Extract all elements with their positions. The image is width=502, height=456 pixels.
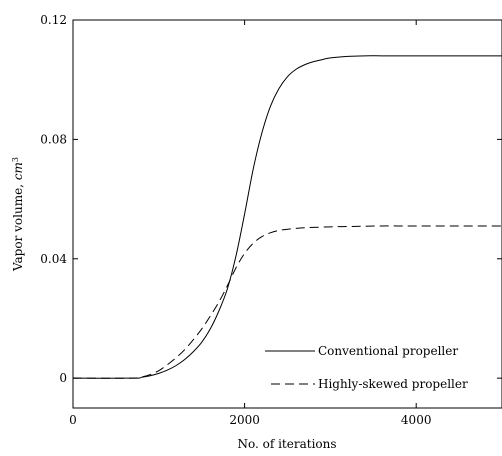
y-axis-label: Vapor volume, cm3 xyxy=(11,157,26,272)
legend-label-highly-skewed: Highly-skewed propeller xyxy=(318,377,468,391)
x-axis-label: No. of iterations xyxy=(237,437,336,451)
plot-area xyxy=(72,19,502,409)
y-tick-label: 0.08 xyxy=(40,132,67,146)
legend-label-conventional: Conventional propeller xyxy=(318,344,458,358)
series-line-conventional xyxy=(72,55,502,379)
y-tick-label: 0 xyxy=(59,371,67,385)
y-tick-label: 0.12 xyxy=(40,13,67,27)
x-tick-label: 2000 xyxy=(229,413,260,427)
y-tick-label: 0.04 xyxy=(40,252,67,266)
legend: Conventional propeller Highly-skewed pro… xyxy=(265,344,468,391)
series-lines xyxy=(72,55,502,379)
axis-ticks: 0 2000 4000 0 0.04 0.08 0.12 xyxy=(40,13,502,427)
x-tick-label: 0 xyxy=(69,413,77,427)
x-tick-label: 4000 xyxy=(401,413,432,427)
